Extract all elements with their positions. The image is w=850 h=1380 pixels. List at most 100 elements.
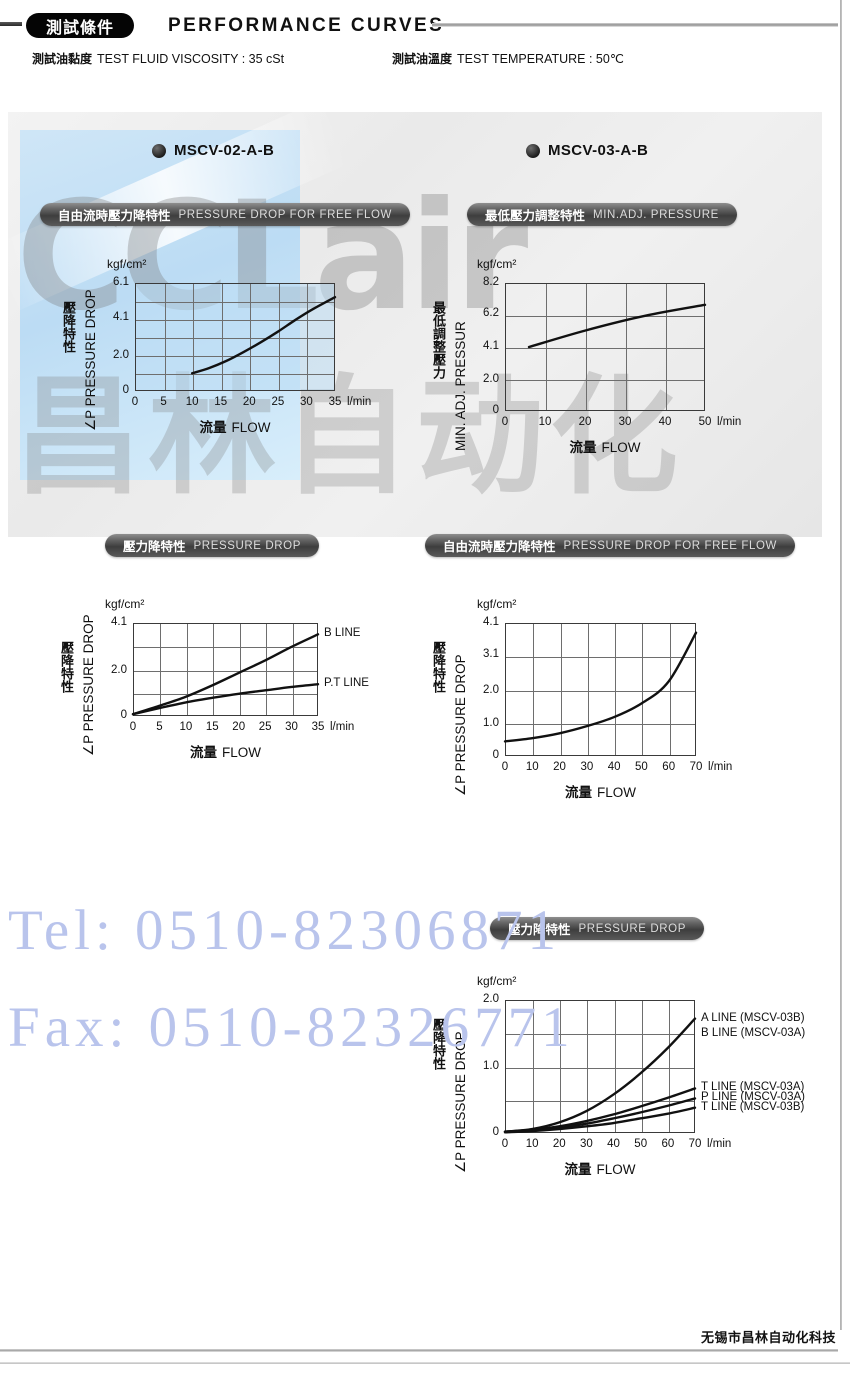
x-axis-tick-label: 70: [688, 1138, 702, 1150]
x-axis-title-en: FLOW: [222, 745, 261, 760]
x-axis-tick-label: 10: [525, 1138, 539, 1150]
x-axis-tick-label: 20: [242, 396, 256, 408]
page-header: 測試條件 PERFORMANCE CURVES: [0, 8, 850, 42]
section-pill-chart-2: 最低壓力調整特性 MIN.ADJ. PRESSURE: [467, 203, 737, 226]
grid-line-vertical: [587, 624, 589, 755]
y-axis-tick-label: 4.1: [483, 616, 499, 628]
x-axis-tick-label: 35: [311, 721, 325, 733]
grid-line-vertical: [193, 284, 195, 390]
bullet-dot-icon: [152, 143, 166, 158]
x-axis-tick-label: 0: [501, 1138, 509, 1150]
section-pill-chart-3: 壓力降特性 PRESSURE DROP: [105, 534, 320, 557]
grid-line-vertical: [213, 624, 215, 715]
x-axis-tick-label: 60: [662, 761, 676, 773]
series-label: A LINE (MSCV-03B): [701, 1011, 805, 1024]
section-pill-chart-2-en: MIN.ADJ. PRESSURE: [593, 208, 719, 221]
x-axis-tick-label: 10: [179, 721, 193, 733]
grid-line-vertical: [560, 1001, 562, 1132]
x-axis-tick-label: 5: [160, 396, 167, 408]
x-axis-tick-label: 15: [205, 721, 219, 733]
page-frame-bottom-rule-2: [0, 1362, 850, 1364]
header-dash-icon: [0, 22, 22, 26]
x-axis-tick-label: 70: [689, 761, 703, 773]
grid-line-vertical: [546, 284, 547, 410]
grid-line-horizontal: [506, 380, 704, 381]
grid-line-vertical: [239, 624, 241, 715]
grid-line-vertical: [626, 284, 627, 410]
x-axis-unit: l/min: [707, 1138, 732, 1150]
model-caption-left-label: MSCV-02-A-B: [174, 142, 275, 159]
series-label: T LINE (MSCV-03B): [701, 1100, 805, 1113]
x-axis-tick-label: 60: [661, 1138, 675, 1150]
model-caption-right: MSCV-03-A-B: [526, 142, 648, 159]
series-line: [527, 303, 707, 349]
y-axis-title-cn: 最低調整壓力: [431, 301, 446, 379]
plot-area: [135, 283, 335, 391]
grid-line-vertical: [307, 284, 309, 390]
x-axis-tick-label: 40: [658, 416, 672, 428]
y-axis-title-cn: 壓降特性: [431, 641, 446, 693]
page-frame-right-rule: [840, 0, 842, 1330]
watermark-telephone: Tel: 0510-82306871: [8, 899, 562, 962]
y-axis-tick-label: 0: [492, 1126, 499, 1138]
x-axis-title-en: FLOW: [597, 785, 636, 800]
condition-temperature-cn: 測試油溫度: [392, 52, 453, 66]
y-axis-tick-label: 2.0: [483, 372, 499, 385]
y-axis-tick-label: 2.0: [483, 993, 499, 1005]
y-axis-tick-label: 2.0: [113, 348, 129, 361]
grid-line-horizontal: [506, 1100, 694, 1102]
x-axis-title: 流量 FLOW: [465, 436, 745, 456]
x-axis-title-cn: 流量: [190, 745, 217, 760]
grid-line-horizontal: [136, 320, 334, 321]
y-axis-tick-label: 0: [492, 749, 499, 761]
x-axis-tick-label: 40: [607, 761, 621, 773]
watermark-fax: Fax: 0510-82326771: [8, 996, 575, 1059]
section-pill-chart-3-en: PRESSURE DROP: [193, 539, 302, 552]
y-axis-unit: kgf/cm²: [105, 597, 145, 611]
x-axis-title-cn: 流量: [569, 440, 597, 455]
x-axis-tick-label: 15: [214, 396, 228, 408]
x-axis-tick-label: 30: [300, 396, 313, 408]
x-axis-tick-label: 10: [538, 416, 552, 428]
grid-line-horizontal: [506, 348, 704, 349]
x-axis-tick-label: 35: [328, 396, 342, 408]
section-pill-chart-5-cn: 壓力降特性: [508, 923, 571, 937]
grid-line-vertical: [278, 284, 280, 390]
condition-viscosity-cn: 測試油黏度: [32, 52, 93, 66]
y-axis-tick-label: 1.0: [483, 716, 499, 729]
grid-line-vertical: [586, 284, 587, 410]
grid-line-horizontal: [506, 1067, 694, 1069]
grid-line-vertical: [221, 284, 223, 390]
plot-area: [505, 623, 696, 756]
section-pill-chart-4: 自由流時壓力降特性 PRESSURE DROP FOR FREE FLOW: [425, 534, 795, 557]
x-axis-tick-label: 30: [580, 1138, 593, 1150]
grid-line-vertical: [292, 624, 294, 715]
section-pill-chart-4-cn: 自由流時壓力降特性: [443, 540, 556, 554]
y-axis-tick-label: 2.0: [111, 663, 127, 676]
test-conditions-badge: 測試條件: [26, 13, 135, 38]
bullet-dot-icon: [526, 143, 540, 158]
watermark-logo-cn: 昌林自动化: [14, 363, 685, 512]
series-label: B LINE: [324, 627, 361, 640]
grid-line-vertical: [533, 1001, 535, 1132]
grid-line-vertical: [560, 624, 562, 755]
series-label: B LINE (MSCV-03A): [701, 1026, 806, 1039]
plot-area: [133, 623, 318, 716]
top-chart-panel: CCLair 昌林自动化: [8, 112, 822, 537]
grid-line-horizontal: [506, 690, 695, 692]
x-axis-tick-label: 20: [232, 721, 246, 733]
x-axis-title-en: FLOW: [596, 1162, 636, 1177]
grid-line-horizontal: [134, 647, 317, 649]
x-axis-tick-label: 10: [525, 761, 539, 773]
y-axis-tick-label: 0: [122, 384, 129, 396]
x-axis-title-cn: 流量: [565, 785, 592, 800]
grid-line-vertical: [186, 624, 188, 715]
x-axis-tick-label: 25: [258, 721, 272, 733]
y-axis-tick-label: 1.0: [483, 1059, 499, 1072]
x-axis-tick-label: 20: [578, 416, 592, 428]
